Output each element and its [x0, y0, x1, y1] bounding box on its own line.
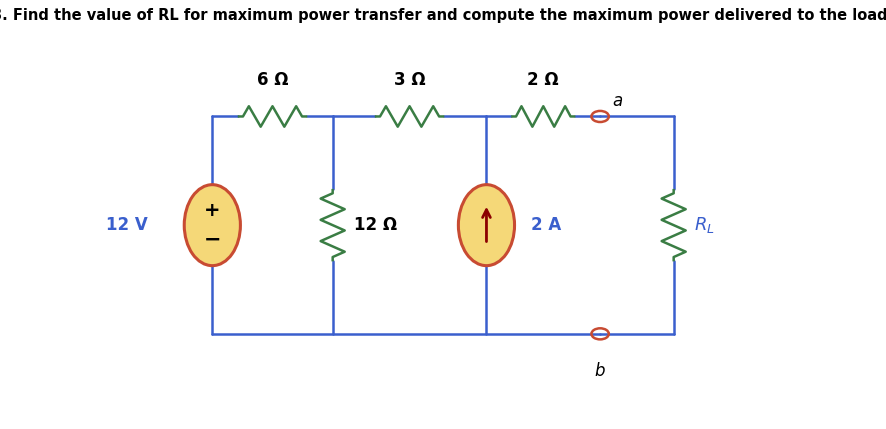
Text: −: − [204, 230, 222, 250]
Ellipse shape [184, 184, 240, 266]
Text: b: b [595, 362, 605, 380]
Text: 12 V: 12 V [105, 216, 147, 234]
Ellipse shape [458, 184, 515, 266]
Text: 3. Find the value of RL for maximum power transfer and compute the maximum power: 3. Find the value of RL for maximum powe… [0, 8, 886, 23]
Text: a: a [612, 92, 622, 110]
Text: 3 Ω: 3 Ω [393, 71, 425, 89]
Text: +: + [204, 201, 221, 220]
Text: 6 Ω: 6 Ω [257, 71, 288, 89]
Text: 2 Ω: 2 Ω [527, 71, 559, 89]
Text: 2 A: 2 A [532, 216, 562, 234]
Text: 12 Ω: 12 Ω [354, 216, 397, 234]
Text: $R_L$: $R_L$ [694, 215, 714, 235]
